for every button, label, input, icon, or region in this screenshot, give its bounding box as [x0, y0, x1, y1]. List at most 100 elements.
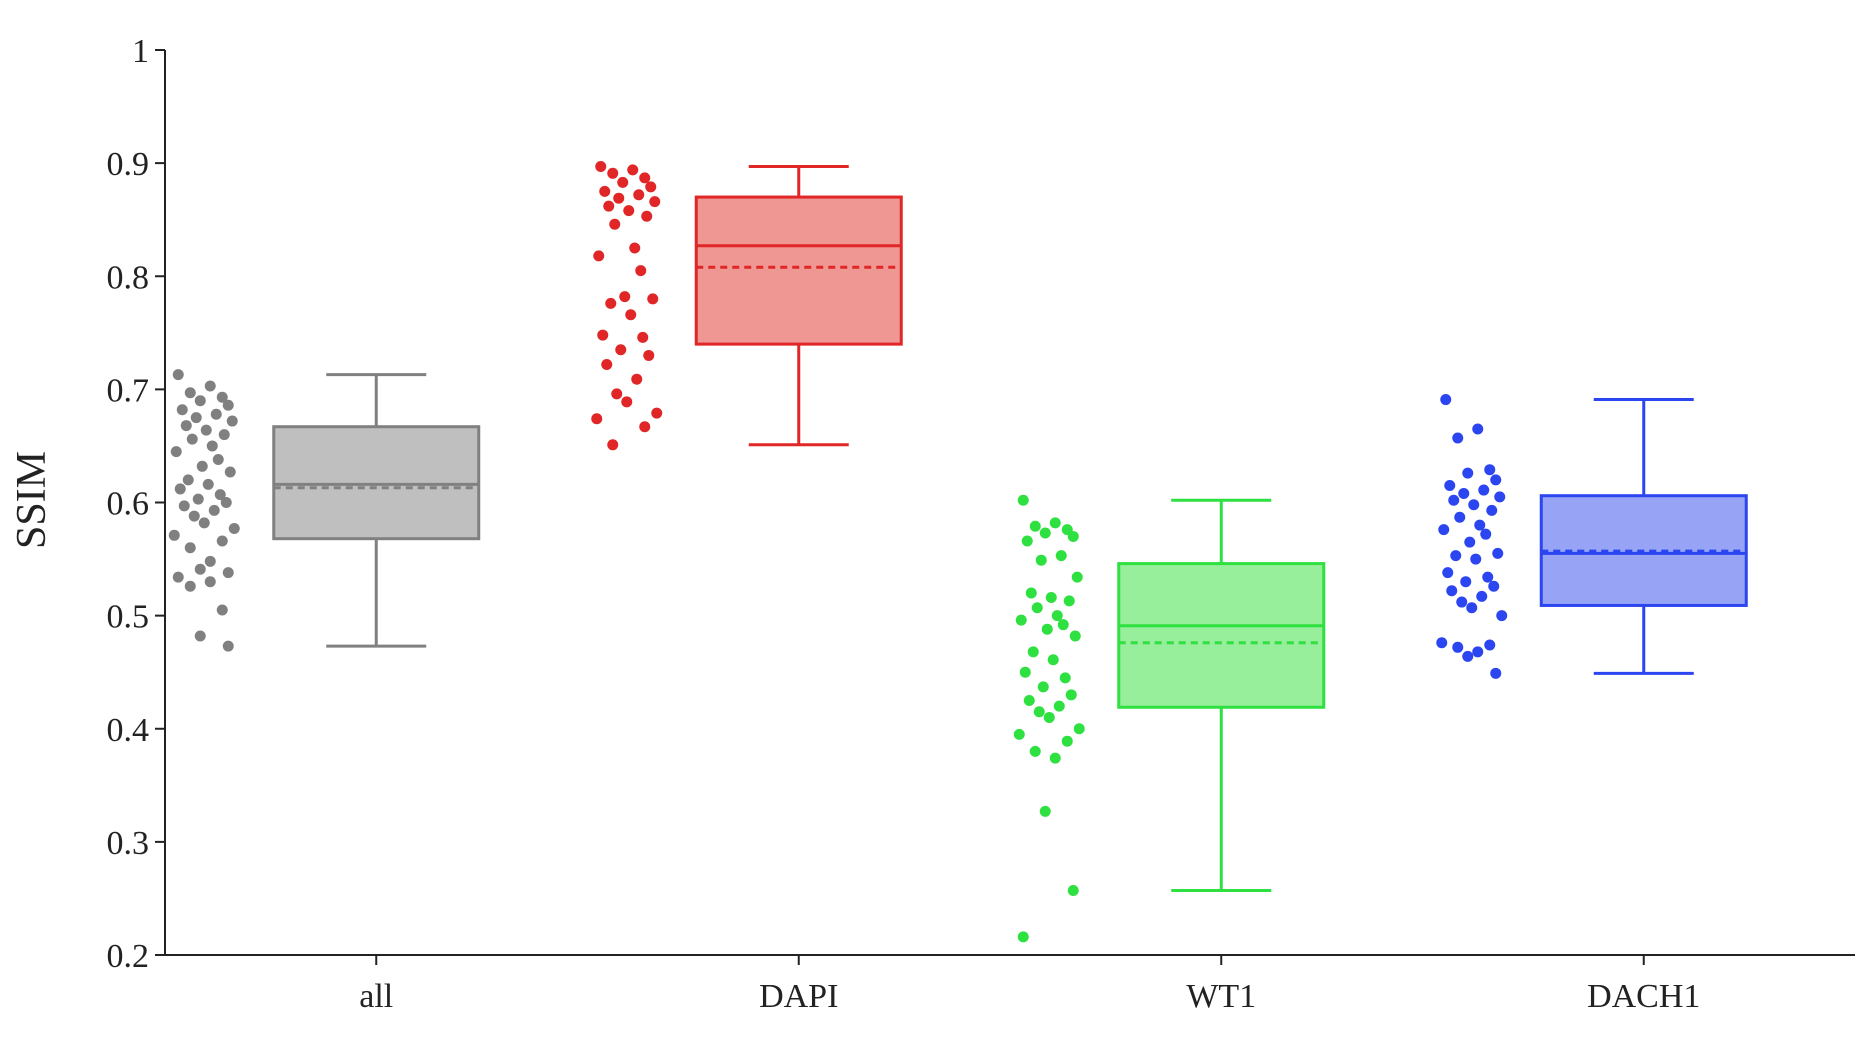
data-point: [182, 474, 194, 486]
y-axis-ticks: 0.2 0.3 0.4 0.5 0.6 0.7 0.8 0.9 1: [107, 33, 165, 975]
data-point: [1470, 553, 1482, 565]
data-point: [194, 630, 206, 642]
data-point: [1041, 623, 1053, 635]
data-point: [1015, 614, 1027, 626]
data-point: [1017, 931, 1029, 943]
data-point: [597, 329, 609, 341]
data-point: [184, 580, 196, 592]
data-point: [617, 176, 629, 188]
data-point: [1061, 735, 1073, 747]
data-point: [172, 369, 184, 381]
data-point: [198, 517, 210, 529]
data-point: [639, 172, 651, 184]
data-point: [1480, 528, 1492, 540]
x-tick-label: all: [359, 978, 393, 1015]
data-point: [1474, 519, 1486, 531]
data-point: [1478, 484, 1490, 496]
data-point: [645, 181, 657, 193]
data-point: [188, 510, 200, 522]
data-point: [1458, 487, 1470, 499]
data-point: [172, 571, 184, 583]
data-point: [633, 189, 645, 201]
data-point: [1484, 639, 1496, 651]
iqr-box: [694, 195, 903, 346]
data-point: [1069, 630, 1081, 642]
data-point: [184, 387, 196, 399]
data-point: [194, 395, 206, 407]
data-point: [1013, 728, 1025, 740]
data-point: [170, 446, 182, 458]
data-point: [647, 293, 659, 305]
data-point: [1472, 646, 1484, 658]
data-point: [603, 200, 615, 212]
y-tick-label: 1: [132, 33, 149, 70]
y-tick-label: 0.5: [107, 599, 150, 636]
data-point: [1029, 745, 1041, 757]
y-tick-label: 0.3: [107, 825, 150, 862]
data-point: [228, 523, 240, 535]
data-point: [629, 242, 641, 254]
data-point: [1452, 641, 1464, 653]
x-tick-label: DAPI: [759, 978, 838, 1015]
data-point: [1023, 694, 1035, 706]
data-point: [1486, 504, 1498, 516]
data-point: [190, 412, 202, 424]
data-point: [635, 265, 647, 277]
data-point: [222, 640, 234, 652]
data-point: [643, 349, 655, 361]
data-point: [1490, 667, 1502, 679]
data-point: [216, 535, 228, 547]
data-point: [216, 391, 228, 403]
data-point: [607, 167, 619, 179]
data-point: [1025, 587, 1037, 599]
iqr-box: [272, 425, 481, 541]
data-point: [651, 407, 663, 419]
data-point: [593, 250, 605, 262]
data-point: [1490, 474, 1502, 486]
data-point: [184, 542, 196, 554]
box-group-wt1: [1013, 494, 1326, 943]
data-point: [1496, 610, 1508, 622]
y-axis-title: SSIM: [9, 451, 55, 549]
y-tick-label: 0.6: [107, 486, 150, 523]
data-point: [1466, 602, 1478, 614]
data-point: [1057, 619, 1069, 631]
iqr-box: [1117, 562, 1326, 709]
data-point: [1436, 637, 1448, 649]
box-group-all: [168, 369, 481, 652]
data-point: [623, 205, 635, 217]
data-point: [1039, 805, 1051, 817]
data-point: [627, 164, 639, 176]
data-point: [176, 404, 188, 416]
data-point: [174, 483, 186, 495]
data-point: [1019, 666, 1031, 678]
plot-area: SSIM 0.2 0.3 0.4 0.5 0.6 0.7 0.8 0.9 1 all DAPI WT…: [9, 33, 1855, 1015]
data-point: [621, 396, 633, 408]
data-point: [611, 388, 623, 400]
data-point: [639, 421, 651, 433]
data-point: [186, 433, 198, 445]
data-point: [1444, 480, 1456, 492]
y-tick-label: 0.2: [107, 938, 150, 975]
data-point: [192, 493, 204, 505]
data-point: [601, 358, 613, 370]
data-point: [641, 210, 653, 222]
data-point: [1053, 700, 1065, 712]
data-point: [1035, 554, 1047, 566]
data-point: [1055, 550, 1067, 562]
data-point: [649, 196, 661, 208]
data-point: [214, 489, 226, 501]
data-point: [1045, 592, 1057, 604]
data-point: [1472, 423, 1484, 435]
y-tick-label: 0.9: [107, 146, 150, 183]
data-point: [609, 218, 621, 230]
data-point: [1017, 494, 1029, 506]
data-point: [210, 408, 222, 420]
data-point: [605, 297, 617, 309]
data-point: [615, 344, 627, 356]
data-point: [1454, 511, 1466, 523]
data-point: [1442, 567, 1454, 579]
data-point: [607, 439, 619, 451]
data-point: [204, 555, 216, 567]
